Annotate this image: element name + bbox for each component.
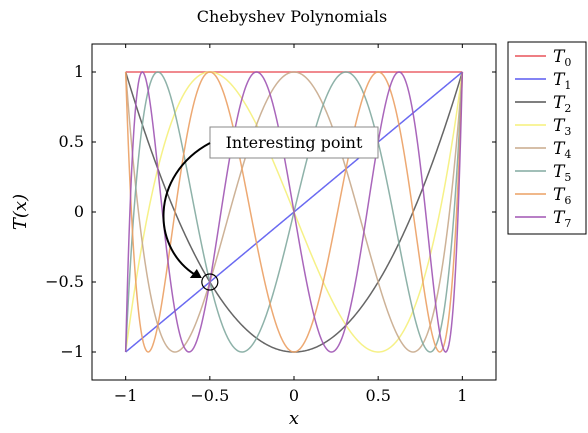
x-axis-label: x xyxy=(289,408,299,429)
x-tick-label: −1 xyxy=(114,386,138,405)
x-tick-label: 1 xyxy=(457,386,467,405)
legend-label-sub: 1 xyxy=(564,79,571,92)
y-tick-label: 1 xyxy=(74,62,84,81)
annotation-arrowhead xyxy=(189,269,202,278)
y-tick-label: −0.5 xyxy=(45,272,84,291)
y-tick-label: −1 xyxy=(60,342,84,361)
series-line-t7 xyxy=(124,71,464,353)
series-group xyxy=(124,71,464,353)
legend-label-sub: 4 xyxy=(564,148,571,161)
y-tick-label: 0 xyxy=(74,202,84,221)
x-tick-label: 0.5 xyxy=(365,386,390,405)
legend-label-sub: 2 xyxy=(564,102,571,115)
x-tick-label: −0.5 xyxy=(190,386,229,405)
plot-layer: −1 −0.5 0 0.5 1 −1 −0.5 0 0.5 1 x T(x) Interesting p… xyxy=(10,43,497,429)
legend-box xyxy=(507,41,587,235)
legend-label-sub: 7 xyxy=(564,217,571,230)
annotation-box xyxy=(209,126,379,159)
series-line-t4 xyxy=(124,71,464,353)
chart-title: Chebyshev Polynomials xyxy=(197,7,387,26)
annotation-circle xyxy=(201,273,219,291)
x-tick-label: 0 xyxy=(289,386,299,405)
legend-label-sub: 5 xyxy=(564,171,571,184)
y-axis-label: T(x) xyxy=(10,194,31,230)
annotation-arrow xyxy=(162,142,211,278)
annotation-text: Interesting point xyxy=(226,133,363,152)
legend-label-sub: 6 xyxy=(564,194,571,207)
legend-label-sub: 0 xyxy=(564,56,571,69)
legend-label-sub: 3 xyxy=(564,125,571,138)
y-tick-label: 0.5 xyxy=(59,132,84,151)
